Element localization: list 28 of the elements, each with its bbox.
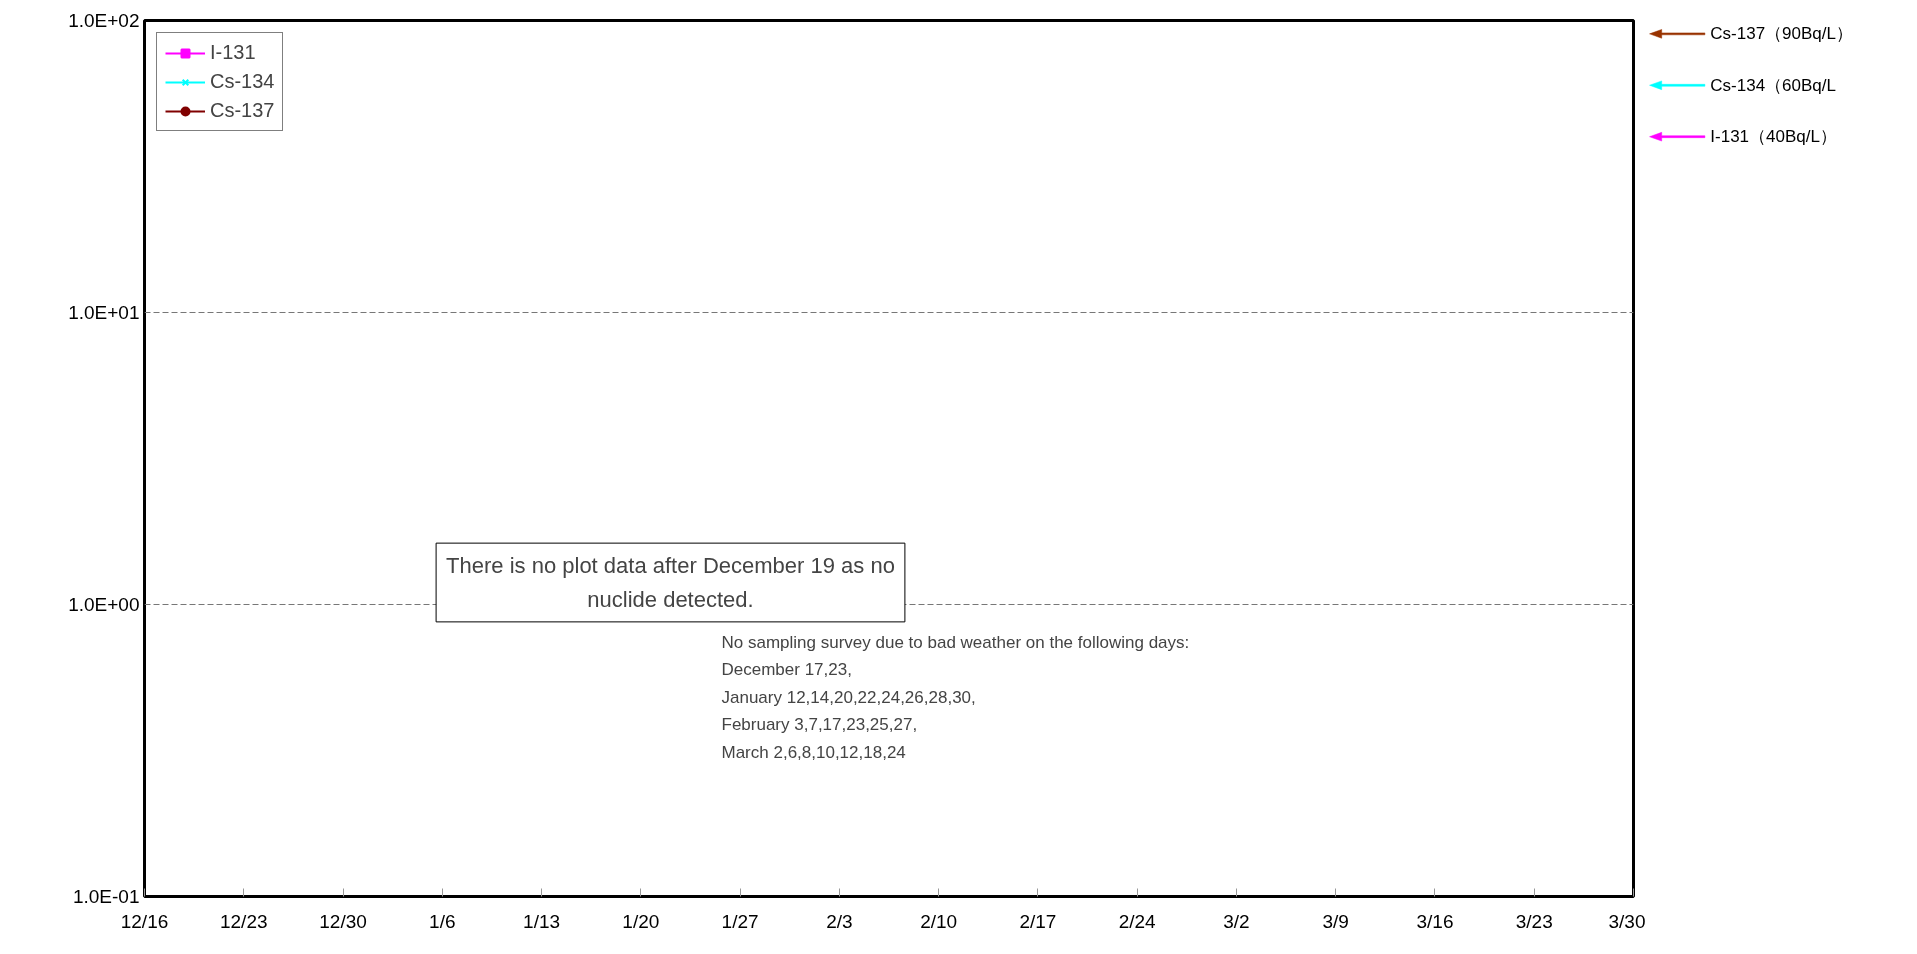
- x-tick-label: 3/2: [1223, 910, 1250, 932]
- ref-line-label: Cs-134（60Bq/L: [1710, 75, 1836, 95]
- legend-label: Cs-134: [210, 70, 275, 93]
- x-tick-label: 1/27: [721, 910, 759, 932]
- x-tick-label: 3/23: [1515, 910, 1553, 932]
- legend-label: I-131: [210, 41, 256, 64]
- y-tick-label: 1.0E+01: [68, 302, 140, 323]
- x-tick-label: 2/24: [1118, 910, 1157, 932]
- x-tick-label: 1/6: [429, 910, 456, 932]
- x-tick-label: 1/13: [523, 910, 561, 932]
- x-tick-label: 2/10: [920, 910, 958, 932]
- x-tick-label: 2/17: [1019, 910, 1057, 932]
- x-tick-label: 3/30: [1608, 910, 1646, 932]
- y-tick-label: 1.0E+02: [68, 10, 140, 31]
- ref-line-label: I-131（40Bq/L）: [1710, 127, 1837, 147]
- x-tick-label: 12/16: [120, 910, 169, 932]
- x-tick-label: 3/9: [1322, 910, 1349, 932]
- legend-label: Cs-137: [210, 99, 275, 122]
- y-tick-label: 1.0E-01: [72, 886, 140, 907]
- x-tick-label: 1/20: [622, 910, 660, 932]
- x-tick-label: 2/3: [826, 910, 853, 932]
- ref-line-label: Cs-137（90Bq/L）: [1710, 24, 1853, 44]
- x-tick-label: 3/16: [1416, 910, 1454, 932]
- x-tick-label: 12/23: [219, 910, 268, 932]
- annotation: There is no plot data after December 19 as no nuclide detected.: [446, 553, 895, 612]
- annotation: No sampling survey due to bad weather on the following days: December 17,23, January 12,14,20,22,24,26,28,30, February 3,7,17,23,25,27, March 2,6,8,10,12,18,24: [721, 632, 1190, 762]
- y-tick-label: 1.0E+00: [68, 594, 140, 615]
- x-tick-label: 12/30: [319, 910, 367, 932]
